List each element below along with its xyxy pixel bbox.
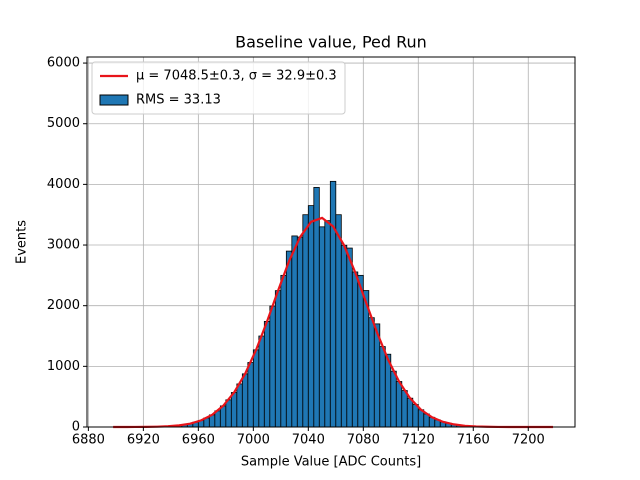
histogram-bar xyxy=(263,320,271,428)
histogram-bar xyxy=(285,250,293,428)
x-tick-label: 7040 xyxy=(292,433,325,448)
histogram-bar xyxy=(395,381,403,428)
histogram-bar xyxy=(291,235,298,428)
x-axis-label: Sample Value [ADC Counts] xyxy=(241,455,421,470)
x-tick-label: 7000 xyxy=(237,433,270,448)
histogram-bar xyxy=(236,383,243,428)
histogram-bar xyxy=(252,349,260,428)
x-tick-label: 7160 xyxy=(457,433,490,448)
histogram-bar xyxy=(335,214,342,428)
histogram-bar xyxy=(307,205,315,428)
x-tick-label: 6880 xyxy=(72,433,105,448)
histogram-bar xyxy=(324,220,331,428)
x-tick-label: 7080 xyxy=(347,433,380,448)
histogram-bar xyxy=(357,274,364,428)
y-tick-label: 2000 xyxy=(47,298,80,313)
histogram-bar xyxy=(406,397,414,428)
y-tick-label: 5000 xyxy=(47,116,80,131)
histogram-bar xyxy=(302,214,309,428)
histogram-bar xyxy=(362,290,370,428)
histogram-bar xyxy=(230,392,238,428)
histogram-bar xyxy=(313,187,320,428)
x-tick-label: 7200 xyxy=(512,433,545,448)
histogram-bar xyxy=(280,274,287,428)
histogram-bar xyxy=(401,390,408,428)
histogram-bar xyxy=(225,399,232,428)
histogram-bar xyxy=(258,335,265,428)
histogram-bar xyxy=(368,317,375,428)
histogram-bar xyxy=(329,180,337,428)
histogram-bar xyxy=(412,404,419,428)
y-tick-label: 4000 xyxy=(47,177,80,192)
histogram-bar xyxy=(219,405,227,428)
x-tick-label: 6920 xyxy=(127,433,160,448)
y-tick-label: 3000 xyxy=(47,238,80,253)
histogram-bar xyxy=(340,244,348,428)
x-tick-label: 6960 xyxy=(182,433,215,448)
axes-frame xyxy=(86,56,576,428)
y-tick-label: 0 xyxy=(72,420,80,435)
y-tick-label: 6000 xyxy=(47,56,80,71)
legend: μ = 7048.5±0.3, σ = 32.9±0.3 RMS = 33.13 xyxy=(91,61,346,115)
legend-box xyxy=(91,61,346,115)
x-tick-label: 7120 xyxy=(402,433,435,448)
histogram-bar xyxy=(269,305,276,428)
y-tick-label: 1000 xyxy=(47,359,80,374)
histogram-bar xyxy=(346,247,353,428)
histogram-bar xyxy=(390,370,397,428)
histogram-bar xyxy=(351,271,359,428)
legend-patch xyxy=(99,94,129,106)
ticks: 6880 6920 6960 7000 7040 7080 7120 7160 7200 0 100… xyxy=(47,56,545,448)
legend-label: RMS = 33.13 xyxy=(136,93,221,108)
histogram-bar xyxy=(241,373,249,428)
legend-label: μ = 7048.5±0.3, σ = 32.9±0.3 xyxy=(136,69,337,84)
y-axis-label: Events xyxy=(15,220,30,264)
histogram-bar xyxy=(318,226,326,428)
histogram-bar xyxy=(296,236,304,428)
histogram-bar xyxy=(247,362,254,428)
chart-title: Baseline value, Ped Run xyxy=(235,33,427,52)
histogram-bar xyxy=(274,290,282,428)
histogram-bar xyxy=(379,346,386,428)
